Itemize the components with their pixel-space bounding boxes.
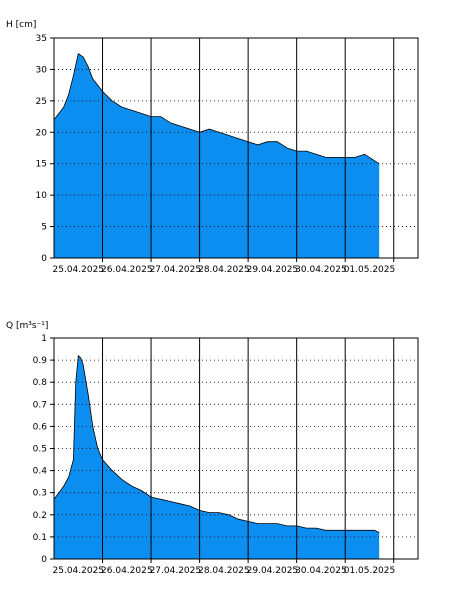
y-tick-label: 0.6	[33, 422, 48, 432]
x-tick-label: 28.04.2025	[198, 265, 250, 275]
y-tick-label: 0.7	[33, 400, 47, 410]
y-tick-label: 10	[36, 191, 48, 201]
y-tick-label: 15	[36, 160, 47, 170]
x-tick-label: 29.04.2025	[247, 566, 299, 576]
x-tick-label: 30.04.2025	[295, 566, 347, 576]
y-tick-label: 0	[41, 254, 47, 264]
plot-frame	[53, 37, 419, 259]
y-tick-label: 35	[36, 34, 47, 44]
y-tick-label: 0.9	[33, 356, 48, 366]
y-axis-label: Q [m³s⁻¹]	[6, 321, 48, 331]
series-area	[54, 53, 380, 259]
x-tick-label: 26.04.2025	[101, 566, 153, 576]
y-tick-label: 0.8	[33, 378, 48, 388]
x-tick-label: 27.04.2025	[150, 566, 202, 576]
y-tick-label: 0.3	[33, 489, 47, 499]
water-level-chart: 0 5 10 15 20 25 30 35 25.04.202526.04.202527.04.…	[6, 20, 419, 275]
series-line	[53, 354, 380, 533]
y-tick-label: 20	[36, 128, 48, 138]
x-tick-label: 25.04.2025	[53, 566, 105, 576]
x-tick-label: 29.04.2025	[247, 265, 299, 275]
x-tick-label: 01.05.2025	[344, 265, 396, 275]
series-area	[54, 355, 380, 559]
y-tick-label: 5	[41, 223, 47, 233]
y-tick-label: 25	[36, 97, 47, 107]
x-tick-label: 30.04.2025	[295, 265, 347, 275]
y-tick-label: 1	[41, 334, 47, 344]
y-tick-label: 0.1	[33, 533, 47, 543]
x-tick-label: 27.04.2025	[150, 265, 202, 275]
y-tick-label: 0.5	[33, 445, 47, 455]
y-tick-label: 30	[36, 65, 48, 75]
y-tick-label: 0	[41, 555, 47, 565]
x-tick-label: 28.04.2025	[198, 566, 250, 576]
y-tick-label: 0.4	[33, 467, 48, 477]
series-line	[53, 53, 380, 165]
x-tick-label: 26.04.2025	[101, 265, 153, 275]
y-tick-label: 0.2	[33, 511, 47, 521]
discharge-chart: 00.10.20.30.40.50.60.70.80.9125.04.20252…	[6, 321, 419, 576]
y-axis-label: H [cm]	[6, 20, 36, 30]
x-tick-label: 25.04.2025	[53, 265, 105, 275]
plot-frame	[53, 337, 419, 560]
x-tick-label: 01.05.2025	[344, 566, 396, 576]
